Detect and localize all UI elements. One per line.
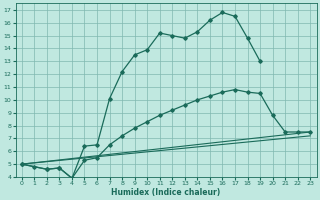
X-axis label: Humidex (Indice chaleur): Humidex (Indice chaleur) — [111, 188, 221, 197]
